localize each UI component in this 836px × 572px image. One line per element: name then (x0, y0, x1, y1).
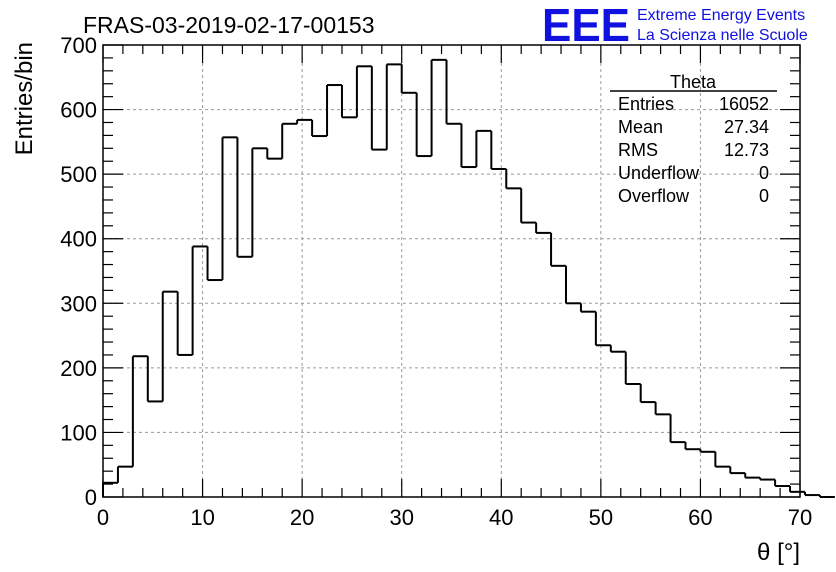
x-axis-label: θ [°] (757, 539, 800, 566)
stats-row-value: 0 (759, 163, 769, 183)
y-tick-label: 300 (60, 291, 97, 316)
stats-row-value: 12.73 (724, 140, 769, 160)
stats-row-label: Overflow (618, 186, 690, 206)
stats-box: Theta Entries 16052 Mean 27.34 RMS 12.73 Under… (610, 72, 777, 206)
stats-row-value: 0 (759, 186, 769, 206)
x-tick-labels: 0 10 20 30 40 50 60 70 (97, 505, 812, 530)
grid-lines (103, 45, 800, 497)
y-tick-label: 0 (85, 485, 97, 510)
x-tick-label: 20 (290, 505, 314, 530)
histogram-series (102, 58, 835, 498)
x-tick-label: 70 (788, 505, 812, 530)
y-tick-labels: 0 100 200 300 400 500 600 700 (60, 33, 97, 510)
logo-mark: EEE (542, 0, 630, 51)
x-tick-label: 60 (688, 505, 712, 530)
stats-rows: Entries 16052 Mean 27.34 RMS 12.73 Underflow 0 O… (618, 94, 769, 206)
chart-title: FRAS-03-2019-02-17-00153 (83, 12, 375, 38)
logo-line1: Extreme Energy Events (637, 7, 805, 24)
y-tick-label: 600 (60, 98, 97, 123)
eee-logo: EEE Extreme Energy Events La Scienza nel… (542, 0, 808, 51)
axis-ticks (102, 44, 801, 498)
x-tick-label: 40 (489, 505, 513, 530)
x-tick-label: 0 (97, 505, 109, 530)
y-tick-label: 400 (60, 227, 97, 252)
y-tick-label: 200 (60, 356, 97, 381)
stats-row-label: Underflow (618, 163, 700, 183)
y-axis-label: Entries/bin (11, 42, 38, 155)
logo-line2: La Scienza nelle Scuole (637, 27, 808, 44)
stats-row-label: Mean (618, 117, 663, 137)
y-tick-label: 500 (60, 162, 97, 187)
stats-title: Theta (670, 72, 717, 92)
y-tick-label: 100 (60, 420, 97, 445)
stats-row-value: 27.34 (724, 117, 769, 137)
stats-row-value: 16052 (719, 94, 769, 114)
x-tick-label: 50 (589, 505, 613, 530)
x-tick-label: 30 (389, 505, 413, 530)
stats-row-label: Entries (618, 94, 674, 114)
plot-frame (102, 44, 801, 498)
stats-row-label: RMS (618, 140, 658, 160)
x-tick-label: 10 (190, 505, 214, 530)
y-tick-label: 700 (60, 33, 97, 58)
